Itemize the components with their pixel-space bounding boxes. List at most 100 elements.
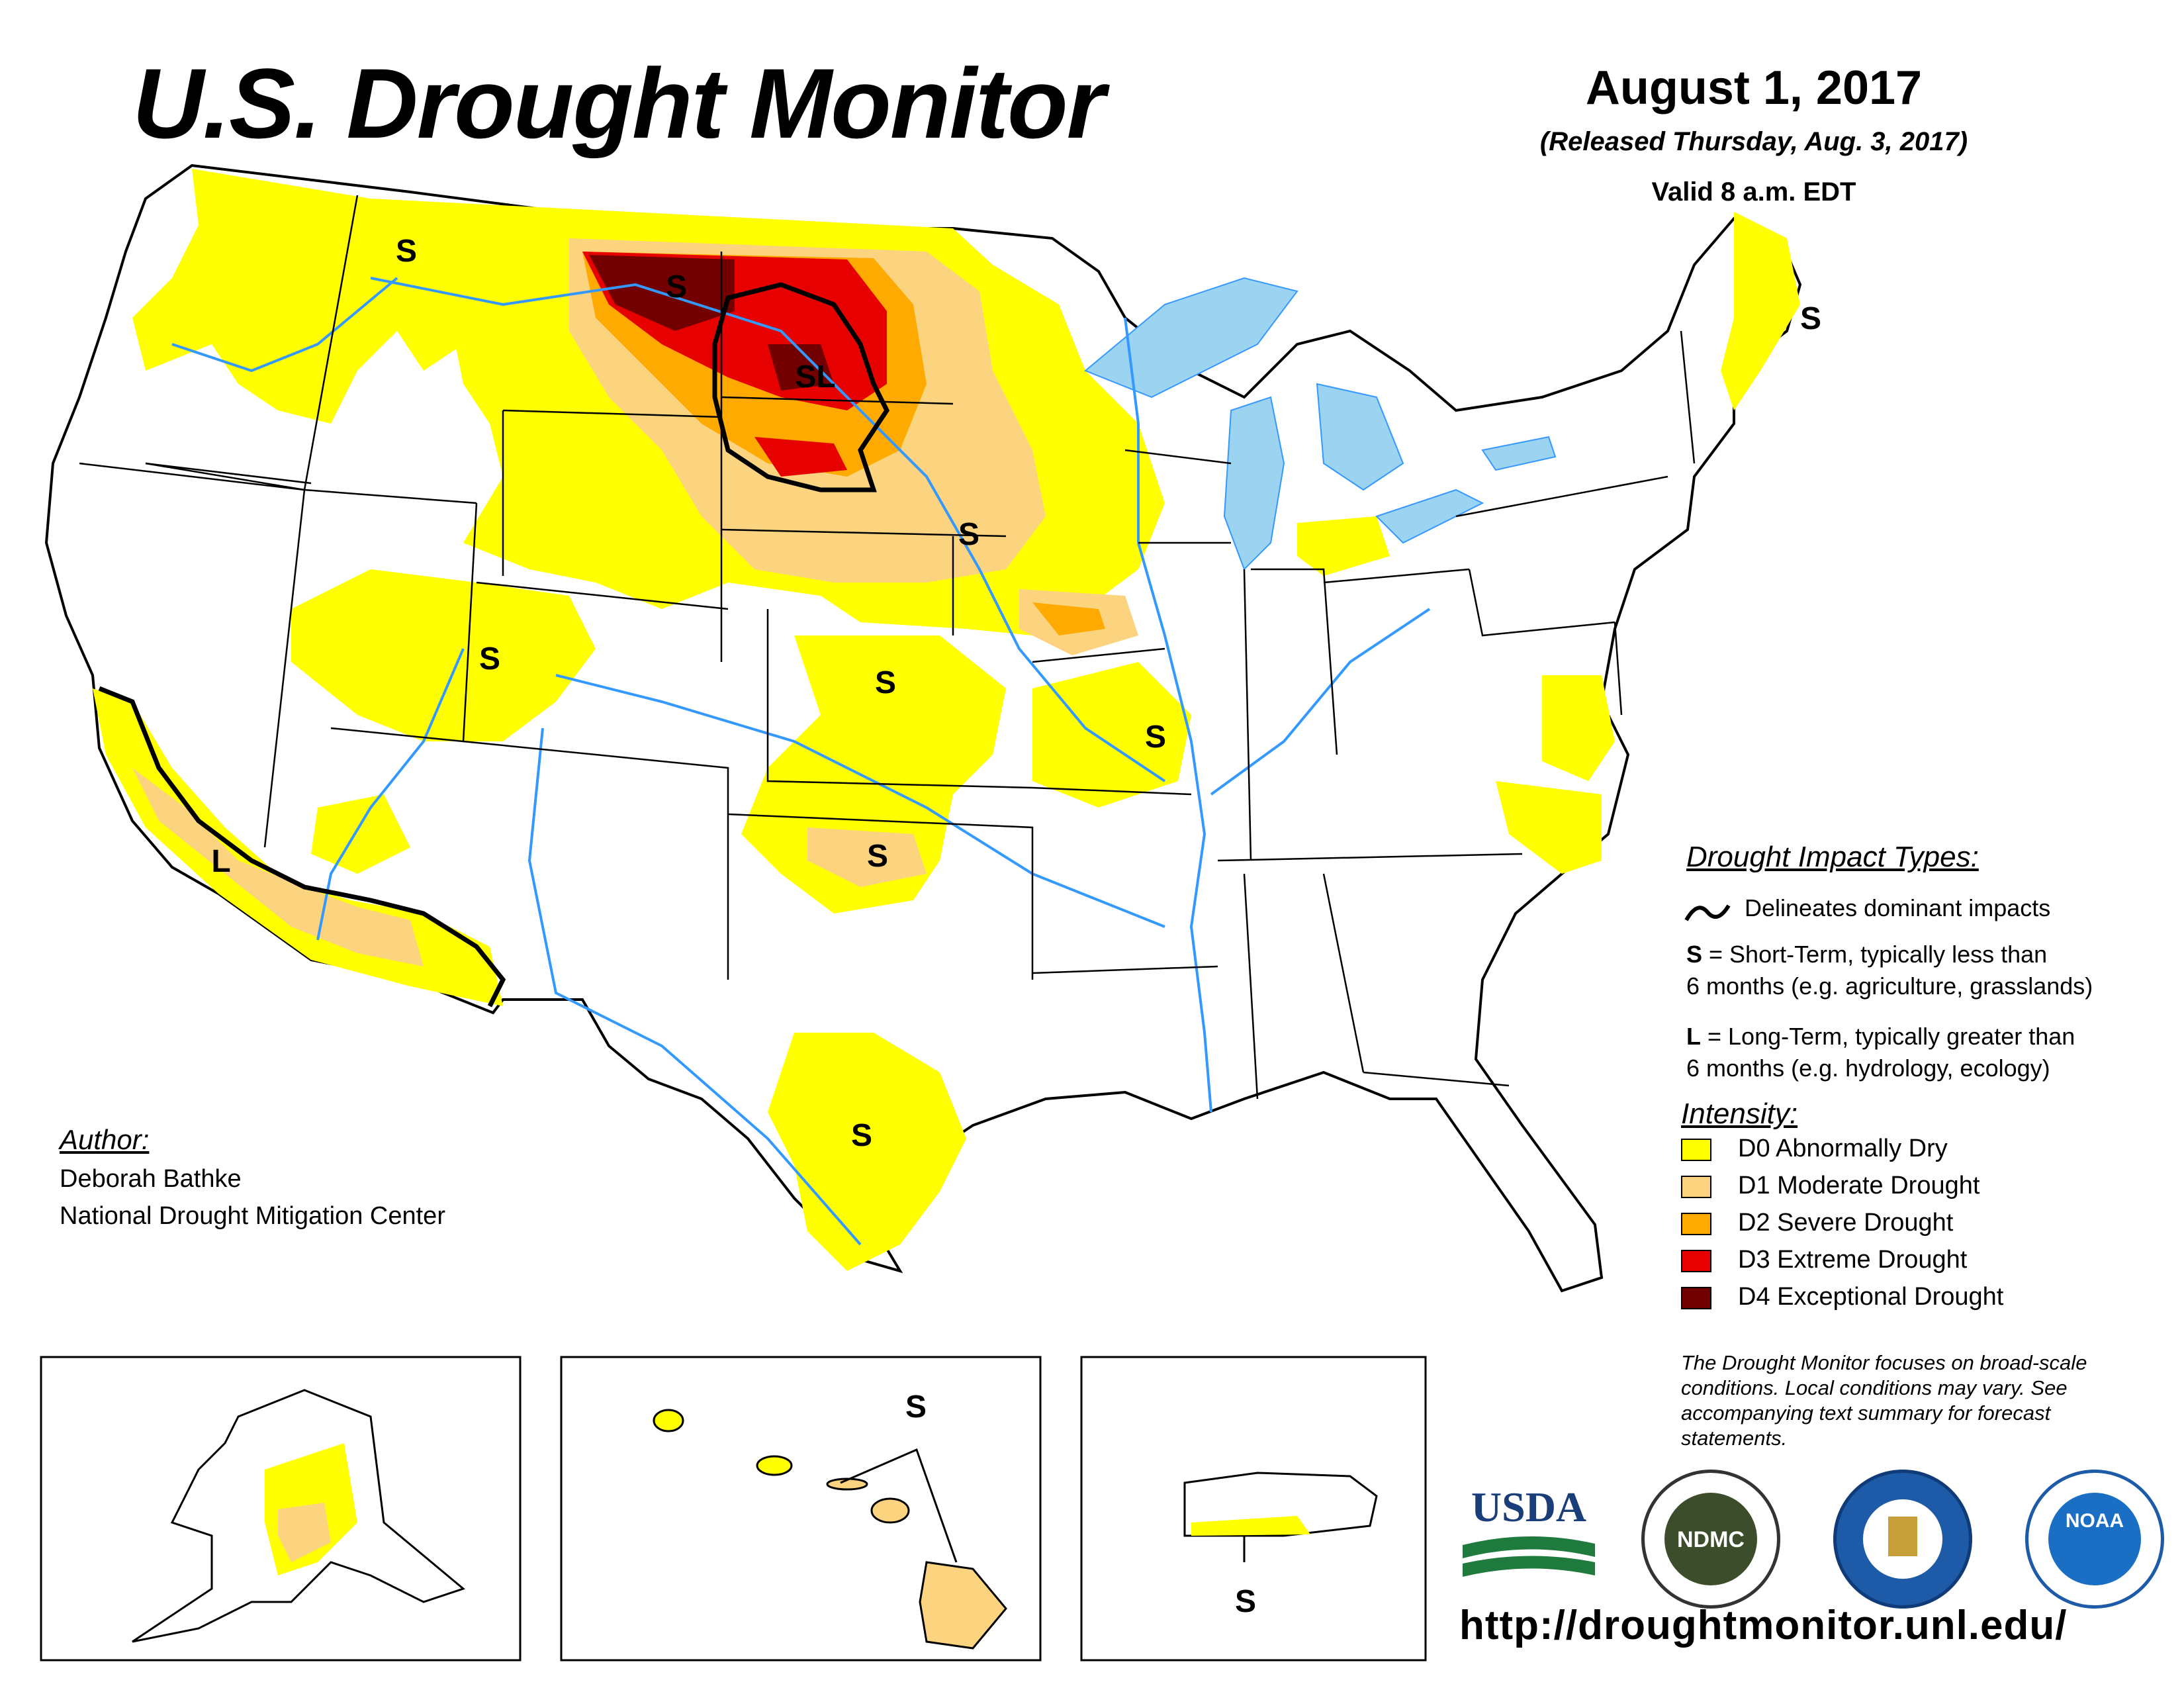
lake-ontario [1481,436,1557,471]
delineates-label: Delineates dominant impacts [1745,894,2051,921]
noaa-logo-text: NOAA [2065,1510,2124,1532]
d0-texas [768,1033,966,1271]
impact-delineations [98,282,890,1008]
lake-superior [1084,277,1298,399]
d3-south-dakota [754,437,847,477]
boundary-line [1323,568,1470,584]
long-term-line-2: 6 months (e.g. hydrology, ecology) [1686,1055,2050,1082]
d1-oklahoma [807,827,927,887]
d0-utah [291,569,596,741]
ndmc-logo[interactable]: NDMC [1641,1470,1780,1609]
boundary-line [1468,569,1615,637]
boundary-line [721,396,954,405]
impact-label-sl: SL [795,359,836,395]
impact-label-s: S [395,234,417,269]
impact-label-s: S [478,641,500,677]
ndmc-logo-inner [1664,1493,1757,1585]
maui [870,1497,910,1524]
eagle-icon [1888,1517,1917,1556]
release-date: (Released Thursday, Aug. 3, 2017) [1539,127,1968,156]
missouri-river [370,277,1166,782]
map-date: August 1, 2017 [1585,62,1923,115]
boundary-line [476,581,729,610]
mississippi-river [1124,317,1212,1113]
long-term-line-1: L = Long-Term, typically greater than [1686,1021,2075,1053]
impact-boundary-southern-ca [98,686,506,1008]
author-organization: National Drought Mitigation Center [60,1202,445,1230]
big-island [919,1561,1007,1650]
ohio-river [1210,608,1431,796]
impact-label-s: S [1799,301,1821,336]
great-lakes [1084,277,1557,571]
intensity-label-d4: D4 Exceptional Drought [1738,1283,2004,1311]
author-name: Deborah Bathke [60,1165,242,1193]
boundary-line [1614,622,1623,716]
d0-michigan [1297,516,1390,576]
short-term-line-1: S = Short-Term, typically less than [1686,939,2047,970]
ndmc-logo-text: NDMC [1677,1527,1745,1552]
boundary-line [1032,647,1165,663]
boundary-line [304,489,477,504]
molokai [826,1477,868,1491]
impact-label-s: S [850,1118,872,1153]
impact-label-s: S [905,1389,927,1425]
short-term-text: = Short-Term, typically less than [1702,941,2048,968]
long-term-key: L [1686,1023,1701,1050]
oahu [756,1455,793,1476]
author-heading: Author: [60,1124,150,1155]
swatch-d4 [1681,1287,1711,1309]
swatch-d3 [1681,1250,1711,1272]
long-term-text: = Long-Term, typically greater than [1701,1023,2075,1050]
d0-arizona [311,794,410,874]
boundary-line [1032,965,1218,974]
commerce-seal[interactable] [1833,1470,1972,1609]
boundary-line [1322,873,1365,1073]
intensity-label-d3: D3 Extreme Drought [1738,1246,1968,1274]
boundary-line [502,409,722,418]
website-link[interactable]: http://droughtmonitor.unl.edu/ [1459,1603,2068,1648]
boundary-line [766,609,1033,789]
boundary-line [1217,853,1523,862]
lake-michigan [1223,396,1285,571]
intensity-label-d1: D1 Moderate Drought [1738,1172,1980,1199]
noaa-logo-inner [2048,1493,2141,1585]
hawaii-leader-line [840,1448,958,1563]
impact-label-s: S [665,269,687,305]
disclaimer-note: The Drought Monitor focuses on broad-sca… [1681,1351,2087,1450]
d0-maine [1721,212,1800,410]
boundary-line [79,462,305,491]
d1-southern-ca [132,768,424,966]
boundary-line [1243,873,1259,1100]
puerto-rico-d0 [1191,1516,1310,1536]
valid-time: Valid 8 a.m. EDT [1651,177,1856,207]
usda-logo[interactable]: USDA [1463,1483,1595,1577]
boundary-line [1363,1071,1510,1087]
boundary-line [263,489,306,848]
boundary-line [1243,569,1252,861]
boundary-line [1680,330,1696,464]
colorado-river [316,648,465,941]
boundary-line [463,740,729,980]
snake-river [171,277,398,373]
lake-huron [1316,383,1404,491]
impact-label-s: S [874,665,896,700]
short-term-key: S [1686,941,1703,968]
impact-boundary-northern-plains [712,282,890,492]
noaa-logo[interactable]: NOAA [2025,1470,2164,1609]
usda-logo-text: USDA [1471,1483,1587,1530]
rio-grande [527,727,862,1246]
page-title: U.S. Drought Monitor [132,48,1105,159]
boundary-line [721,528,1007,538]
boundary-line [1032,786,1192,796]
impact-label-s: S [1234,1584,1256,1619]
alaska-d1 [278,1503,331,1562]
boundary-line [1455,475,1668,518]
boundary-line [1124,449,1232,465]
d4-north-dakota [768,344,834,391]
lake-erie [1375,489,1484,544]
d0-carolinas [1496,781,1602,874]
intensity-label-d2: D2 Severe Drought [1738,1209,1954,1237]
d0-virginia [1542,675,1615,781]
impact-label-s: S [958,517,979,552]
